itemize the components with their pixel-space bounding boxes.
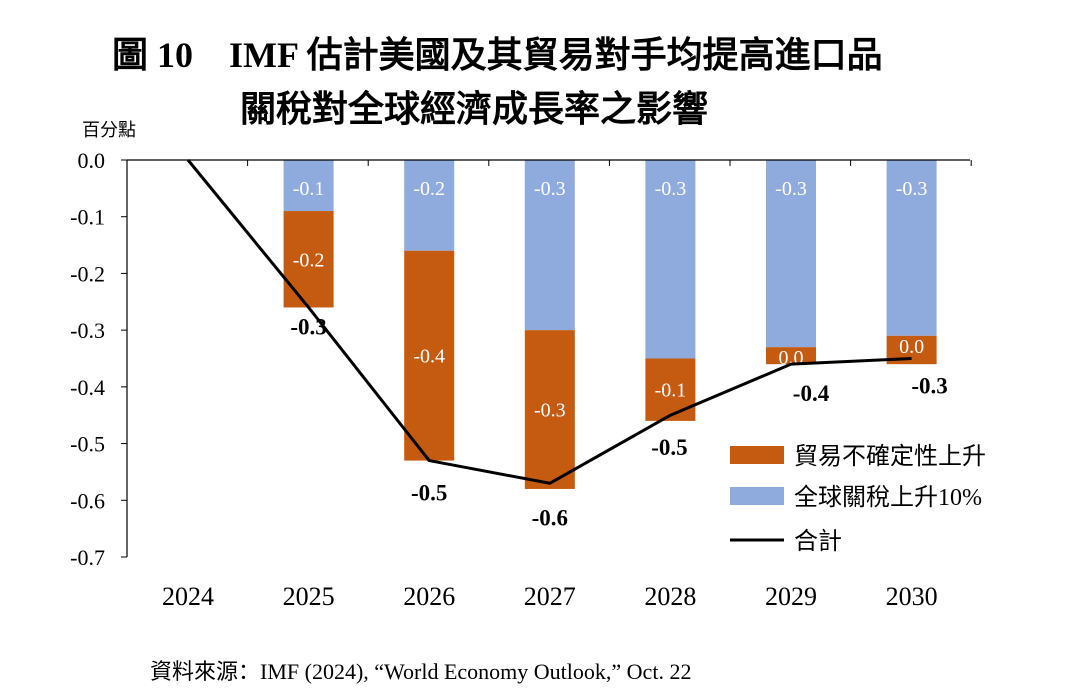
x-tick-label-2027: 2027	[524, 582, 576, 611]
x-tick-label-2024: 2024	[162, 582, 214, 611]
legend-label-total: 合計	[794, 528, 842, 555]
bar-uncertainty-2025	[283, 211, 334, 308]
bar-label-tariff-2027: -0.3	[534, 178, 566, 200]
bar-label-uncertainty-2025: -0.2	[293, 249, 325, 271]
bar-tariff-2026	[404, 160, 455, 251]
total-label-2025: -0.3	[290, 314, 326, 339]
bar-label-uncertainty-2027: -0.3	[534, 400, 566, 422]
bar-uncertainty-2026	[404, 250, 455, 461]
chart-title: 圖 10 IMF 估計美國及其貿易對手均提高進口品 關稅對全球經濟成長率之影響	[0, 0, 1085, 130]
legend-label-tariff: 全球關稅上升10%	[794, 484, 982, 511]
y-tick-label: -0.7	[70, 545, 105, 570]
bar-tariff-2025	[283, 160, 334, 212]
bar-tariff-2027	[524, 160, 575, 331]
x-tick-label-2028: 2028	[644, 582, 696, 611]
bar-tariff-2028	[645, 160, 696, 359]
total-label-2027: -0.6	[532, 505, 568, 530]
bar-label-tariff-2030: -0.3	[896, 178, 928, 200]
legend-swatch-uncertainty	[730, 446, 784, 464]
bar-label-uncertainty-2028: -0.1	[655, 380, 687, 402]
y-tick-label: 0.0	[78, 148, 106, 173]
x-tick-label-2026: 2026	[403, 582, 455, 611]
total-label-2028: -0.5	[651, 435, 687, 460]
total-line	[186, 159, 912, 485]
y-tick-label: -0.2	[70, 261, 105, 286]
total-label-2029: -0.4	[793, 381, 830, 406]
bar-label-tariff-2028: -0.3	[655, 178, 687, 200]
x-tick-label-2030: 2030	[886, 582, 938, 611]
bar-label-uncertainty-2030: 0.0	[899, 336, 924, 358]
bar-label-uncertainty-2026: -0.4	[413, 346, 445, 368]
bar-uncertainty-2029	[766, 347, 816, 365]
x-tick-label-2025: 2025	[283, 582, 335, 611]
source-note: 資料來源：IMF (2024), “World Economy Outlook,…	[150, 659, 692, 684]
bar-label-tariff-2026: -0.2	[413, 178, 445, 200]
total-label-2026: -0.5	[411, 481, 447, 506]
legend-label-uncertainty: 貿易不確定性上升	[794, 443, 986, 470]
y-tick-label: -0.6	[70, 488, 105, 513]
bar-tariff-2029	[766, 160, 816, 348]
y-tick-label: -0.3	[70, 318, 105, 343]
bar-label-tariff-2029: -0.3	[775, 178, 807, 200]
chart-title-line-2: 關稅對全球經濟成長率之影響	[240, 89, 709, 129]
legend-swatch-tariff	[730, 487, 784, 505]
y-tick-label: -0.1	[70, 205, 105, 230]
x-tick-label-2029: 2029	[765, 582, 817, 611]
bar-uncertainty-2027	[524, 330, 575, 489]
bar-label-tariff-2025: -0.1	[293, 178, 325, 200]
y-tick-label: -0.4	[70, 375, 105, 400]
total-label-2030: -0.3	[911, 374, 947, 399]
y-tick-label: -0.5	[70, 432, 105, 457]
bar-tariff-2030	[886, 160, 937, 336]
bar-label-uncertainty-2029: 0.0	[779, 347, 804, 369]
y-axis-unit-label: 百分點	[82, 120, 136, 140]
chart-title-line-1: 圖 10 IMF 估計美國及其貿易對手均提高進口品	[112, 35, 883, 75]
bar-uncertainty-2028	[645, 358, 696, 421]
